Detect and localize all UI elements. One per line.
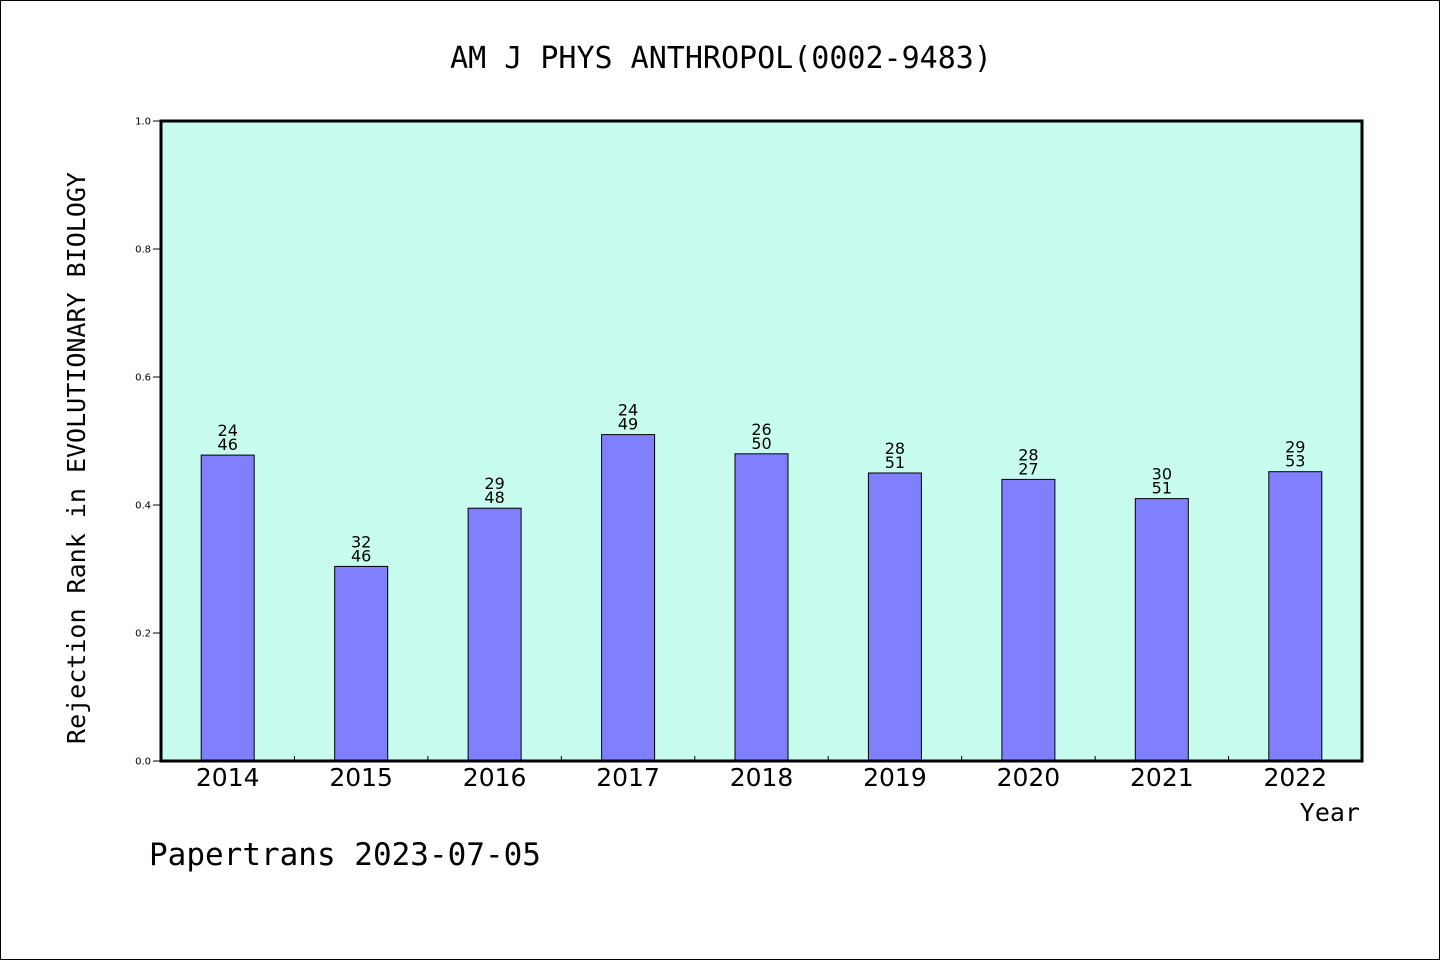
- y-tick-label-0.4: 0.4: [135, 501, 151, 512]
- data-label-bottom-2021: 51: [1152, 479, 1172, 498]
- data-label-bottom-2020: 27: [1018, 459, 1038, 478]
- data-label-top-2019: 28: [885, 439, 905, 458]
- y-tick-label-0.8: 0.8: [135, 245, 151, 256]
- bar-2020: [1001, 478, 1056, 762]
- bar-2016: [467, 507, 522, 762]
- y-axis-label: Rejection Rank in EVOLUTIONARY BIOLOGY: [62, 172, 91, 744]
- data-label-top-2020: 28: [1018, 445, 1038, 464]
- data-label-top-2014: 24: [218, 421, 238, 440]
- bars-group: [200, 434, 1323, 762]
- bar-2014: [200, 454, 255, 762]
- data-label-bottom-2019: 51: [885, 453, 905, 472]
- x-tick-label-2015: 2015: [329, 763, 393, 792]
- data-label-top-2022: 29: [1285, 438, 1305, 457]
- bar-2015: [334, 565, 389, 762]
- x-tick-label-2020: 2020: [997, 763, 1061, 792]
- data-label-bottom-2015: 46: [351, 546, 371, 565]
- data-label-bottom-2018: 50: [751, 434, 771, 453]
- data-label-top-2017: 24: [618, 401, 638, 420]
- x-tick-label-2022: 2022: [1263, 763, 1327, 792]
- x-axis-label: Year: [1300, 798, 1360, 827]
- data-label-top-2015: 32: [351, 532, 371, 551]
- bar-2021: [1134, 498, 1189, 762]
- y-tick-label-0.2: 0.2: [135, 629, 151, 640]
- data-label-bottom-2022: 53: [1285, 452, 1305, 471]
- footer-credit: Papertrans 2023-07-05: [149, 837, 541, 873]
- bar-2017: [601, 434, 656, 762]
- x-tick-label-2018: 2018: [730, 763, 794, 792]
- x-tick-label-2021: 2021: [1130, 763, 1194, 792]
- y-tick-label-1.0: 1.0: [135, 117, 151, 128]
- bar-2018: [734, 453, 789, 762]
- data-label-top-2021: 30: [1152, 465, 1172, 484]
- data-label-bottom-2017: 49: [618, 415, 638, 434]
- data-label-bottom-2016: 48: [484, 488, 504, 507]
- x-axis: 2014 2015 2016 2017 2018 2019 2020 2021 2022: [196, 756, 1327, 792]
- chart-title: AM J PHYS ANTHROPOL(0002-9483): [450, 41, 992, 76]
- plot-frame: [159, 119, 1364, 763]
- bar-2022: [1268, 471, 1323, 762]
- y-axis: 0.0 0.2 0.4 0.6 0.8 1.0: [135, 117, 161, 768]
- y-tick-label-0.0: 0.0: [135, 757, 151, 768]
- x-tick-label-2014: 2014: [196, 763, 260, 792]
- x-tick-label-2017: 2017: [596, 763, 660, 792]
- x-tick-label-2019: 2019: [863, 763, 927, 792]
- data-label-top-2018: 26: [751, 420, 771, 439]
- data-label-bottom-2014: 46: [218, 435, 238, 454]
- x-tick-label-2016: 2016: [463, 763, 527, 792]
- y-tick-label-0.6: 0.6: [135, 373, 151, 384]
- bar-2019: [867, 472, 922, 762]
- data-label-top-2016: 29: [484, 474, 504, 493]
